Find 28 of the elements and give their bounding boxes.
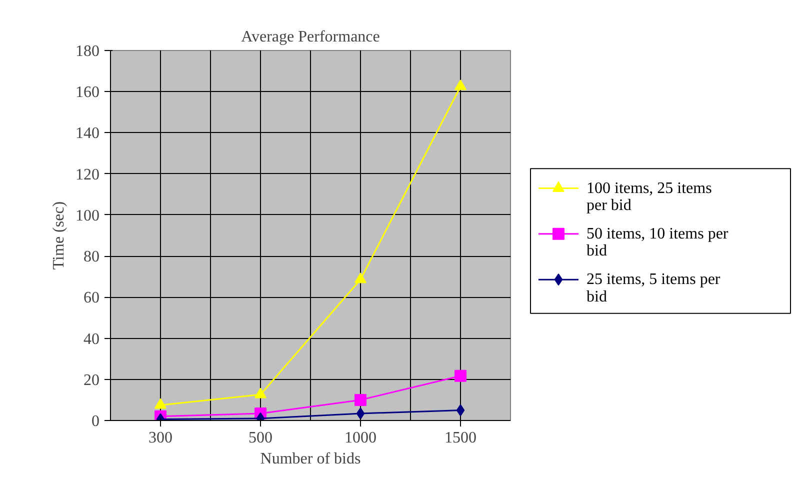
- x-tick-label: 500: [248, 430, 272, 446]
- x-tick-label: 300: [148, 430, 172, 446]
- point: [454, 80, 466, 90]
- point: [154, 398, 166, 409]
- y-tick-label: 160: [76, 84, 100, 102]
- legend-label: 50 items, 10 items per bid: [586, 225, 729, 260]
- y-tick-label: 40: [84, 330, 100, 348]
- point: [454, 370, 466, 382]
- point: [254, 388, 266, 398]
- chart-title: Average Performance: [241, 28, 380, 46]
- y-tick-label: 20: [84, 372, 100, 389]
- y-tick-label: 180: [76, 43, 100, 60]
- legend-label: 25 items, 5 items per bid: [586, 271, 721, 306]
- y-tick-label: 140: [76, 125, 100, 142]
- y-tick-label: 60: [84, 290, 100, 307]
- y-tick-label: 0: [92, 413, 100, 430]
- x-tick-label: 1500: [444, 430, 476, 446]
- y-tick-label: 80: [84, 248, 100, 266]
- y-axis-title: Time (sec): [50, 201, 68, 270]
- point: [456, 404, 465, 416]
- point: [354, 272, 366, 284]
- x-tick-label: 1000: [344, 430, 376, 446]
- legend-label: 100 items, 25 items per bid: [586, 180, 712, 214]
- y-tick-label: 120: [76, 166, 100, 184]
- point: [356, 408, 365, 420]
- point: [354, 394, 366, 406]
- y-tick-label: 100: [76, 207, 100, 224]
- x-axis-title: Number of bids: [260, 450, 361, 468]
